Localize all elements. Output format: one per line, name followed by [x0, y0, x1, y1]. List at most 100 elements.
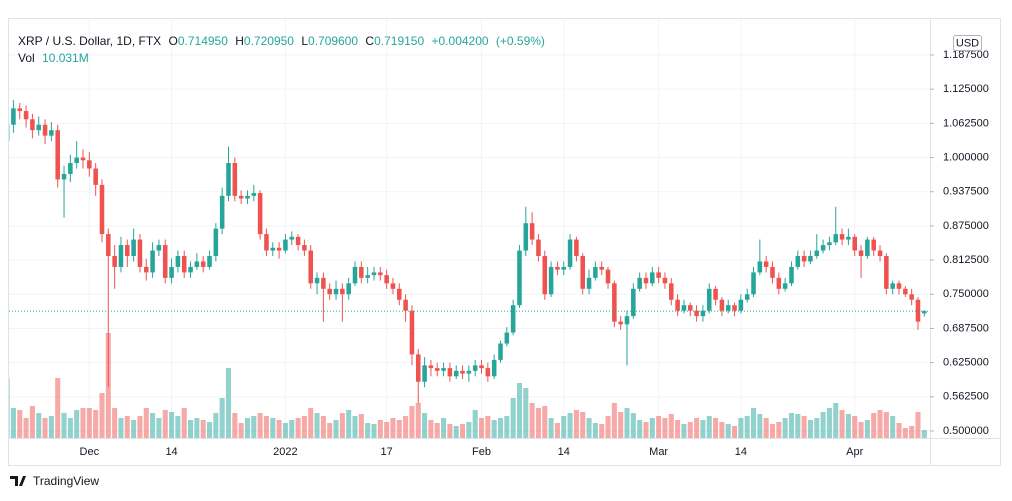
y-tick-label: 0.687500 [943, 322, 989, 334]
volume-bar [656, 416, 662, 438]
candle-body [131, 239, 136, 256]
candle-body [9, 124, 10, 142]
volume-bar [175, 416, 181, 438]
ohlc-value: 0.714950 [178, 34, 228, 48]
volume-bar [504, 416, 510, 438]
volume-bar [460, 424, 466, 438]
volume-bar [662, 418, 668, 438]
candle-body [106, 234, 111, 256]
candle-body [213, 228, 219, 256]
candle-body [194, 261, 200, 267]
candle-body [580, 255, 586, 289]
candle-body [567, 239, 573, 267]
volume-bar [795, 414, 801, 438]
candle-body [415, 354, 421, 382]
candle-body [68, 163, 73, 174]
candle-body [137, 239, 143, 267]
candle-body [782, 283, 788, 289]
candle-body [118, 245, 124, 267]
volume-bar [61, 413, 67, 438]
volume-bar [788, 413, 795, 438]
plot-area [9, 100, 930, 438]
candle-body [447, 368, 453, 377]
volume-bar [263, 416, 269, 438]
candle-body [150, 250, 155, 273]
volume-bar [535, 408, 541, 438]
ohlc-label: L [301, 34, 308, 48]
volume-bar [605, 416, 611, 438]
candle-body [915, 299, 921, 322]
candle-body [814, 250, 820, 256]
volume-bar [643, 422, 649, 438]
volume-bar [118, 418, 124, 438]
candle-body [17, 108, 23, 112]
volume-bar [270, 418, 276, 438]
candle-body [801, 255, 807, 262]
candle-body [302, 245, 307, 251]
volume-bar [586, 418, 592, 438]
volume-bar [820, 412, 826, 438]
volume-bar [301, 416, 307, 438]
candle-body [498, 343, 503, 360]
candle-body [321, 277, 326, 289]
volume-bar [649, 418, 655, 438]
volume-bar [112, 408, 118, 438]
volume-bar [434, 423, 440, 438]
candle-body [877, 250, 883, 256]
ohlc-label: H [235, 34, 244, 48]
candle-body [662, 277, 668, 284]
candle-body [112, 255, 117, 267]
volume-bar [137, 416, 143, 438]
y-tick-label: 0.625000 [943, 357, 989, 369]
candle-body [751, 272, 756, 295]
volume-bar [453, 426, 459, 438]
candle-body [390, 283, 396, 289]
volume-bar [225, 368, 232, 438]
volume-bar [74, 410, 80, 438]
candle-body [555, 266, 560, 270]
volume-bar [561, 416, 567, 438]
volume-bar [308, 408, 314, 438]
volume-bar [352, 416, 358, 438]
volume-bar [624, 408, 630, 438]
candle-body [694, 310, 699, 317]
y-tick-label: 1.187500 [943, 49, 989, 61]
candle-body [839, 234, 845, 240]
volume-bar [668, 414, 674, 438]
y-tick-label: 0.937500 [943, 186, 989, 198]
volume-bar [687, 422, 693, 438]
volume-bar [232, 413, 238, 438]
candle-body [536, 239, 541, 256]
candle-body [181, 255, 187, 273]
volume-bar [396, 420, 402, 438]
volume-bar [611, 403, 617, 438]
candle-body [156, 245, 162, 251]
volume-bar [219, 398, 225, 438]
candle-body [23, 111, 29, 120]
currency-button[interactable] [953, 35, 982, 51]
volume-bar [244, 418, 251, 438]
volume-bar [327, 423, 333, 438]
volume-bar [390, 418, 396, 438]
candle-body [795, 255, 801, 267]
y-tick-label: 0.812500 [943, 254, 989, 266]
candle-body [504, 332, 510, 344]
volume-bar [719, 422, 725, 438]
x-tick-label: Dec [80, 446, 100, 458]
currency-label[interactable]: USD [956, 37, 979, 49]
ohlc-value: 0.719150 [374, 34, 424, 48]
candle-body [719, 299, 725, 311]
candle-body [333, 288, 339, 295]
volume-bar [732, 426, 738, 438]
volume-bar [580, 412, 586, 438]
volume-bar [902, 428, 908, 438]
candle-body [200, 261, 206, 267]
y-tick-label: 1.125000 [943, 83, 989, 95]
volume-bar [466, 422, 472, 438]
candle-body [55, 130, 60, 180]
volume-bar [55, 378, 61, 438]
candle-body [289, 236, 295, 240]
candle-body [308, 250, 314, 284]
symbol-title: XRP / U.S. Dollar, 1D, FTX [18, 34, 161, 48]
